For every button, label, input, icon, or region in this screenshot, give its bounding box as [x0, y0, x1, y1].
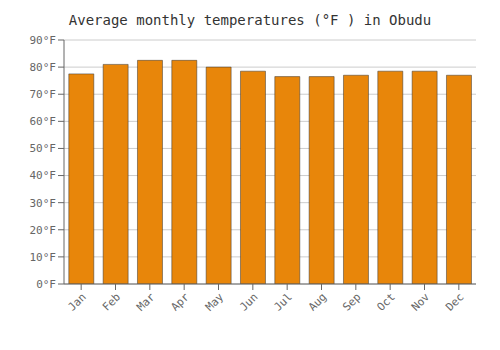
svg-text:Apr: Apr	[169, 290, 193, 314]
svg-text:0°F: 0°F	[36, 278, 56, 291]
svg-text:90°F: 90°F	[30, 34, 57, 47]
html-text:Average monthly temperatures (: Average monthly temperatures (°F ) in Ob…	[68, 12, 432, 28]
svg-text:May: May	[203, 290, 227, 314]
svg-text:30°F: 30°F	[30, 197, 57, 210]
svg-text:Aug: Aug	[306, 290, 329, 313]
svg-text:50°F: 50°F	[30, 142, 57, 155]
svg-text:80°F: 80°F	[30, 61, 57, 74]
svg-text:Feb: Feb	[100, 290, 123, 313]
svg-text:Sep: Sep	[340, 290, 363, 313]
svg-text:Dec: Dec	[443, 290, 466, 313]
svg-text:40°F: 40°F	[30, 169, 57, 182]
svg-text:10°F: 10°F	[30, 251, 57, 264]
svg-text:Jan: Jan	[66, 290, 89, 313]
svg-text:Nov: Nov	[409, 290, 433, 314]
svg-text:Jun: Jun	[237, 290, 260, 313]
svg-text:70°F: 70°F	[30, 88, 57, 101]
svg-text:Mar: Mar	[134, 290, 158, 314]
svg-text:Oct: Oct	[375, 290, 398, 313]
svg-text:Jul: Jul	[272, 290, 295, 313]
svg-text:20°F: 20°F	[30, 224, 57, 237]
svg-text:60°F: 60°F	[30, 115, 57, 128]
